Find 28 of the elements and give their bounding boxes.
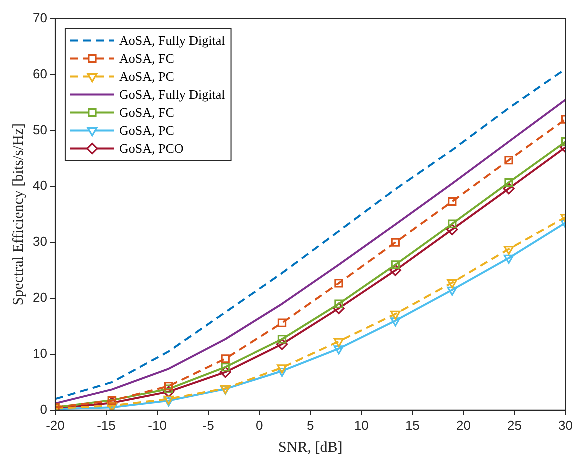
y-tick-label: 30 — [32, 234, 48, 250]
y-tick-label: 60 — [32, 66, 48, 82]
legend-label: AoSA, Fully Digital — [119, 33, 226, 48]
y-tick-label: 10 — [32, 346, 48, 362]
y-tick-label: 20 — [32, 290, 48, 306]
x-tick-label: -15 — [97, 418, 116, 433]
legend-label: GoSA, Fully Digital — [119, 87, 226, 102]
legend-label: AoSA, PC — [119, 69, 174, 84]
y-tick-label: 0 — [40, 402, 48, 417]
x-tick-label: -10 — [148, 418, 167, 433]
x-tick-label: 5 — [307, 418, 314, 433]
y-tick-label: 40 — [32, 178, 48, 194]
legend-label: GoSA, FC — [119, 105, 174, 120]
x-tick-label: 30 — [558, 418, 574, 433]
x-axis-title: SNR, [dB] — [278, 440, 343, 456]
x-tick-label: 10 — [354, 418, 369, 433]
x-tick-label: 0 — [256, 418, 264, 433]
y-tick-label: 50 — [32, 122, 48, 138]
x-tick-label: 20 — [456, 418, 471, 433]
y-tick-label: 70 — [32, 10, 48, 26]
x-tick-label: -5 — [202, 418, 214, 433]
legend-label: GoSA, PCO — [119, 141, 184, 156]
x-tick-label: 15 — [405, 418, 420, 433]
x-tick-label: 25 — [508, 418, 522, 433]
x-tick-label: -20 — [46, 418, 65, 433]
legend-label: AoSA, FC — [119, 51, 174, 66]
legend-label: GoSA, PC — [119, 123, 174, 138]
y-axis-title: Spectral Efficiency [bits/s/Hz] — [10, 124, 27, 306]
